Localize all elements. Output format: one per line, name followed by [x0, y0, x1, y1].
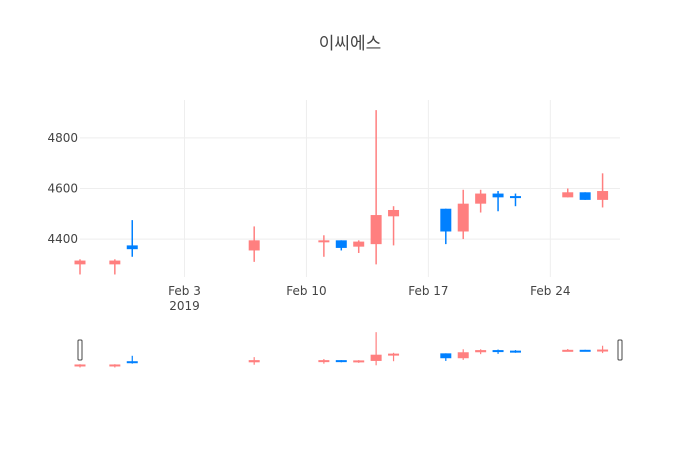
candle-layer [74, 110, 609, 275]
slider-candle [74, 364, 86, 368]
candle-body [370, 215, 382, 245]
candle-body [74, 260, 86, 265]
x-tick-label: Feb 17 [408, 284, 448, 298]
x-axis: Feb 3 2019 Feb 10 Feb 17 Feb 24 [168, 284, 570, 313]
slider-candle [109, 364, 121, 368]
candle-increasing[interactable] [353, 240, 365, 253]
candle-body [126, 245, 138, 250]
slider-candle [562, 349, 574, 352]
grid-layer [80, 100, 620, 277]
candle-increasing[interactable] [318, 235, 330, 257]
slider-candle [475, 349, 487, 355]
candle-body [475, 193, 487, 204]
candle-increasing[interactable] [74, 259, 86, 275]
slider-candle [440, 353, 452, 361]
candle-body [388, 209, 400, 217]
candle-body [318, 240, 330, 243]
candle-decreasing[interactable] [509, 193, 521, 207]
candle-decreasing[interactable] [440, 208, 452, 245]
range-slider[interactable] [74, 330, 623, 368]
candle-increasing[interactable] [597, 173, 609, 208]
candle-decreasing[interactable] [492, 191, 504, 212]
candle-body [457, 203, 469, 232]
slider-candle [579, 349, 591, 352]
candle-increasing[interactable] [370, 110, 382, 265]
x-tick-label: Feb 10 [286, 284, 326, 298]
candle-body [353, 241, 365, 247]
x-tick-label: Feb 24 [530, 284, 570, 298]
range-slider-right-handle[interactable] [617, 339, 623, 361]
slider-candle [597, 345, 609, 354]
candle-body [335, 240, 347, 248]
candle-body [562, 192, 574, 198]
y-tick-label: 4600 [47, 182, 78, 196]
slider-candle [353, 360, 365, 363]
candle-increasing[interactable] [457, 189, 469, 240]
candle-body [440, 208, 452, 232]
candle-decreasing[interactable] [579, 192, 591, 200]
y-tick-label: 4400 [47, 232, 78, 246]
candle-increasing[interactable] [562, 188, 574, 198]
candle-increasing[interactable] [248, 226, 260, 262]
candle-body [248, 240, 260, 251]
candle-decreasing[interactable] [126, 220, 138, 257]
slider-candle [126, 355, 138, 364]
slider-candle [509, 350, 521, 353]
slider-candle [335, 360, 347, 363]
slider-candle [388, 352, 400, 362]
y-axis: 4400 4600 4800 [47, 131, 78, 246]
slider-candle [457, 349, 469, 360]
candle-increasing[interactable] [388, 206, 400, 246]
chart-title: 이씨에스 [319, 34, 382, 54]
slider-candle [492, 349, 504, 354]
slider-candle [248, 357, 260, 365]
candle-increasing[interactable] [475, 189, 487, 213]
y-tick-label: 4800 [47, 131, 78, 145]
candle-body [597, 191, 609, 200]
candle-body [509, 196, 521, 199]
candle-increasing[interactable] [109, 259, 121, 275]
range-slider-left-handle[interactable] [77, 339, 83, 361]
slider-candle [318, 359, 330, 364]
slider-candle [370, 332, 382, 366]
candle-body [492, 193, 504, 198]
candle-body [109, 260, 121, 265]
candle-decreasing[interactable] [335, 240, 347, 251]
candle-body [579, 192, 591, 200]
x-tick-label: Feb 3 2019 [168, 284, 201, 313]
range-slider-background[interactable] [80, 330, 620, 368]
